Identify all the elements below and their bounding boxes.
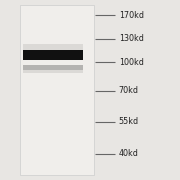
Text: 170kd: 170kd (119, 11, 144, 20)
Bar (23, 50, 83, 60)
Bar (23, 50, 83, 55)
Bar (23, 44, 83, 52)
Bar (20, 5, 94, 175)
Bar (23, 65, 83, 73)
Text: 70kd: 70kd (119, 86, 139, 95)
Text: 130kd: 130kd (119, 34, 144, 43)
Text: 40kd: 40kd (119, 149, 139, 158)
Bar (23, 65, 83, 70)
Text: 55kd: 55kd (119, 117, 139, 126)
Text: 100kd: 100kd (119, 58, 144, 67)
